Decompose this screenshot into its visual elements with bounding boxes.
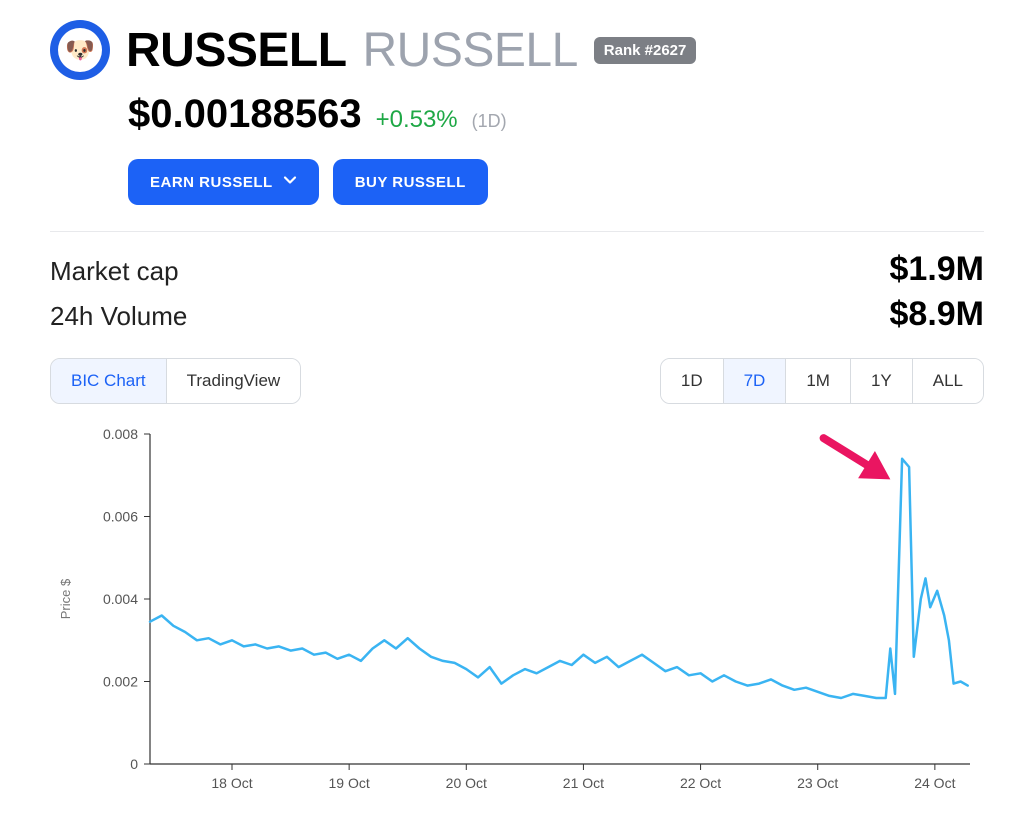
divider (50, 231, 984, 232)
tab-timeframe-all[interactable]: ALL (913, 359, 983, 403)
svg-text:20 Oct: 20 Oct (446, 775, 487, 791)
tab-timeframe-1d[interactable]: 1D (661, 359, 724, 403)
chevron-down-icon (283, 173, 297, 191)
svg-text:0.008: 0.008 (103, 426, 138, 442)
timeframe-tabs: 1D7D1M1YALL (660, 358, 984, 404)
price-change: +0.53% (376, 106, 458, 134)
svg-text:Price $: Price $ (58, 578, 73, 619)
tab-source-tradingview[interactable]: TradingView (167, 359, 301, 403)
volume-label: 24h Volume (50, 301, 187, 332)
tab-timeframe-1y[interactable]: 1Y (851, 359, 913, 403)
coin-symbol: RUSSELL (363, 23, 578, 78)
current-price: $0.00188563 (128, 92, 362, 137)
tab-timeframe-7d[interactable]: 7D (724, 359, 787, 403)
earn-button[interactable]: EARN RUSSELL (128, 159, 319, 205)
coin-header: 🐶 RUSSELL RUSSELL Rank #2627 (50, 20, 984, 80)
svg-text:0.006: 0.006 (103, 509, 138, 525)
svg-text:0.002: 0.002 (103, 674, 138, 690)
svg-text:19 Oct: 19 Oct (329, 775, 370, 791)
market-cap-value: $1.9M (890, 250, 985, 289)
earn-button-label: EARN RUSSELL (150, 174, 273, 191)
svg-text:24 Oct: 24 Oct (914, 775, 955, 791)
price-period: (1D) (472, 111, 507, 132)
buy-button-label: BUY RUSSELL (355, 174, 466, 191)
volume-value: $8.9M (890, 295, 985, 334)
svg-text:18 Oct: 18 Oct (211, 775, 252, 791)
coin-icon-glyph: 🐶 (58, 28, 102, 72)
price-row: $0.00188563 +0.53% (1D) (128, 92, 984, 137)
price-chart: 0 0.002 0.004 0.006 0.008 18 Oct 19 Oct 20 Oct 2… (50, 424, 984, 819)
coin-name: RUSSELL (126, 23, 347, 78)
market-cap-label: Market cap (50, 256, 179, 287)
chart-svg: 0 0.002 0.004 0.006 0.008 18 Oct 19 Oct 20 Oct 2… (50, 424, 990, 814)
tab-timeframe-1m[interactable]: 1M (786, 359, 851, 403)
svg-text:23 Oct: 23 Oct (797, 775, 838, 791)
svg-text:21 Oct: 21 Oct (563, 775, 604, 791)
coin-icon: 🐶 (50, 20, 110, 80)
rank-badge: Rank #2627 (594, 37, 697, 64)
market-cap-row: Market cap $1.9M (50, 250, 984, 289)
svg-text:0: 0 (130, 756, 138, 772)
svg-text:0.004: 0.004 (103, 591, 138, 607)
svg-text:22 Oct: 22 Oct (680, 775, 721, 791)
volume-row: 24h Volume $8.9M (50, 295, 984, 334)
action-buttons: EARN RUSSELL BUY RUSSELL (128, 159, 984, 205)
tab-source-bic-chart[interactable]: BIC Chart (51, 359, 167, 403)
buy-button[interactable]: BUY RUSSELL (333, 159, 488, 205)
chart-source-tabs: BIC ChartTradingView (50, 358, 301, 404)
chart-controls: BIC ChartTradingView 1D7D1M1YALL (50, 358, 984, 404)
